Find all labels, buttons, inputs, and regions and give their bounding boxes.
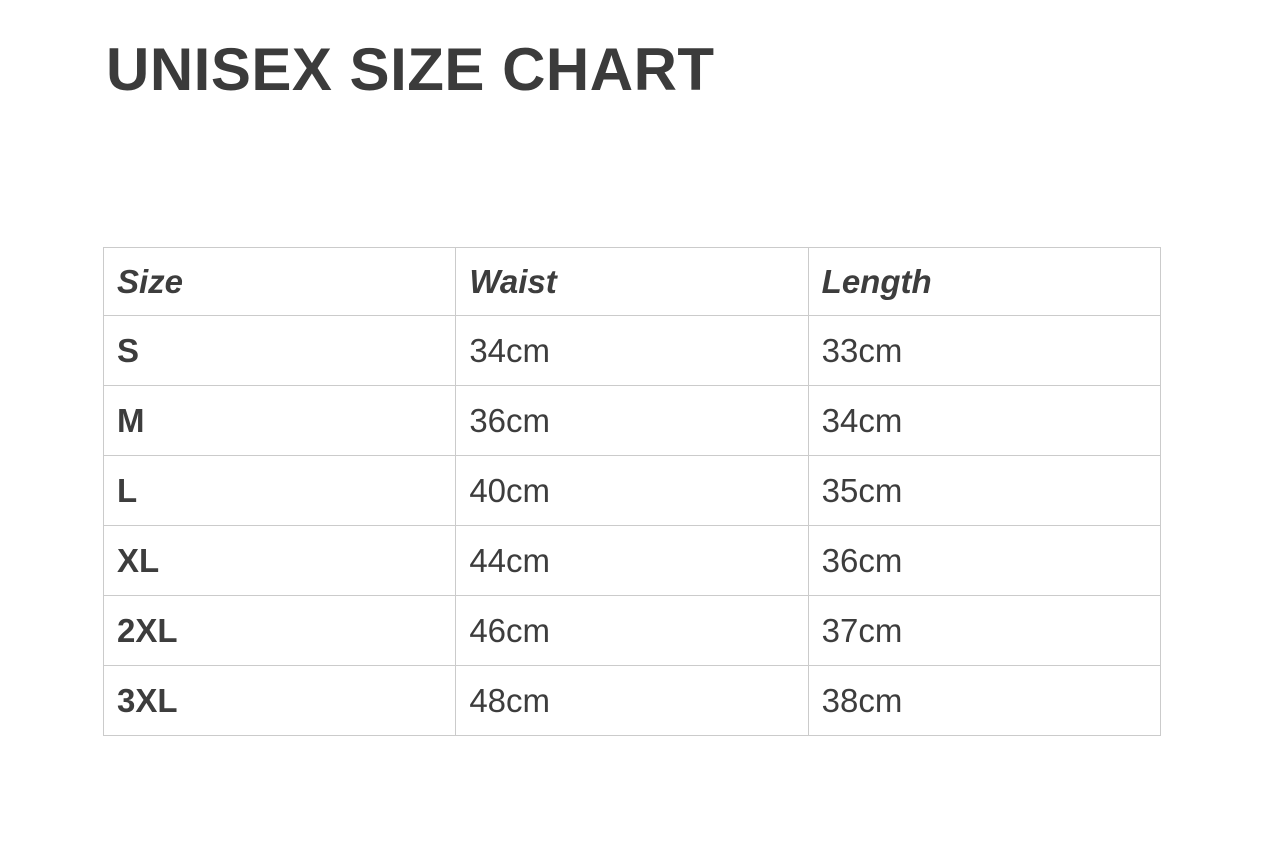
length-cell: 36cm: [807, 525, 1162, 596]
length-cell: 37cm: [807, 595, 1162, 666]
length-cell: 38cm: [807, 665, 1162, 736]
table-row: M 36cm 34cm: [102, 385, 1162, 456]
table-row: XL 44cm 36cm: [102, 525, 1162, 596]
size-chart-table: Size Waist Length S 34cm 33cm M 36cm 34c…: [102, 247, 1162, 736]
size-cell: L: [102, 455, 457, 526]
size-cell: 2XL: [102, 595, 457, 666]
table-row: 2XL 46cm 37cm: [102, 595, 1162, 666]
waist-cell: 44cm: [455, 525, 809, 596]
size-cell: M: [102, 385, 457, 456]
waist-cell: 40cm: [455, 455, 809, 526]
waist-cell: 46cm: [455, 595, 809, 666]
size-cell: S: [102, 315, 457, 386]
column-header-size: Size: [102, 247, 457, 316]
waist-cell: 36cm: [455, 385, 809, 456]
size-cell: 3XL: [102, 665, 457, 736]
table-row: S 34cm 33cm: [102, 315, 1162, 386]
length-cell: 35cm: [807, 455, 1162, 526]
column-header-length: Length: [807, 247, 1162, 316]
column-header-waist: Waist: [455, 247, 809, 316]
waist-cell: 34cm: [455, 315, 809, 386]
length-cell: 34cm: [807, 385, 1162, 456]
table-header-row: Size Waist Length: [102, 247, 1162, 316]
size-cell: XL: [102, 525, 457, 596]
table-row: L 40cm 35cm: [102, 455, 1162, 526]
page-title: UNISEX SIZE CHART: [106, 36, 715, 103]
table-row: 3XL 48cm 38cm: [102, 665, 1162, 736]
waist-cell: 48cm: [455, 665, 809, 736]
length-cell: 33cm: [807, 315, 1162, 386]
